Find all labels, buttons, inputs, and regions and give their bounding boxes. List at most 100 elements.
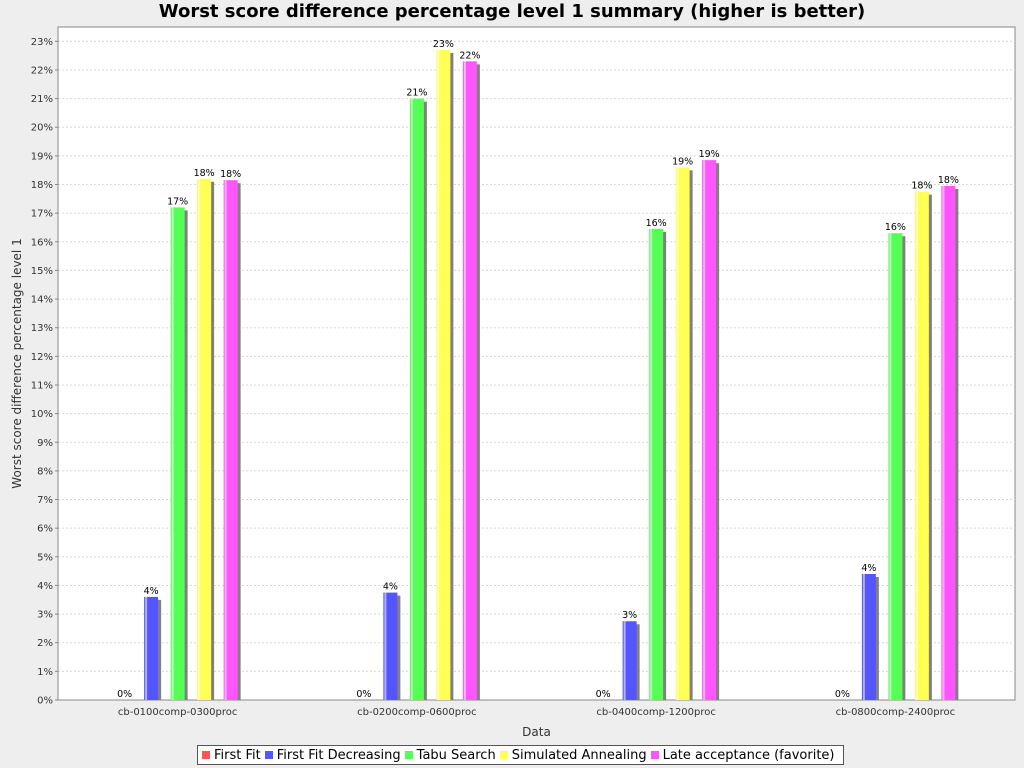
y-tick-label: 11% <box>31 380 53 391</box>
bar <box>409 98 424 700</box>
legend-swatch <box>404 751 413 759</box>
chart-legend: First Fit First Fit Decreasing Tabu Search… <box>197 745 844 765</box>
y-tick-label: 16% <box>31 237 53 248</box>
y-tick-label: 21% <box>31 94 53 105</box>
data-label: 21% <box>406 88 427 99</box>
y-tick-label: 1% <box>37 667 53 678</box>
bar-highlight <box>410 98 413 700</box>
bar <box>675 167 690 701</box>
data-label: 23% <box>433 39 454 50</box>
data-label: 19% <box>672 156 693 167</box>
y-tick-label: 13% <box>31 323 53 334</box>
y-tick-label: 12% <box>31 352 53 363</box>
bar-highlight <box>437 49 440 700</box>
bar <box>383 592 398 700</box>
legend-item: First Fit <box>202 748 261 763</box>
y-tick-label: 3% <box>37 610 53 621</box>
y-tick-label: 23% <box>31 37 53 48</box>
bar <box>702 160 717 700</box>
bar <box>622 621 637 700</box>
data-label: 18% <box>220 169 241 180</box>
x-tick-label: cb-0200comp-0600proc <box>357 707 477 718</box>
bar-highlight <box>198 178 201 701</box>
legend-label: Tabu Search <box>416 747 496 763</box>
legend-item: Late acceptance (favorite) <box>650 747 835 763</box>
x-tick-label: cb-0800comp-2400proc <box>836 707 956 718</box>
bar-highlight <box>145 596 148 700</box>
y-tick-label: 10% <box>31 409 53 420</box>
legend-item: Tabu Search <box>404 747 496 763</box>
y-tick-label: 19% <box>31 151 53 162</box>
plot-area <box>57 26 1016 701</box>
bar <box>223 180 238 700</box>
bar-highlight <box>915 191 918 700</box>
y-tick-label: 17% <box>31 209 53 220</box>
y-tick-label: 14% <box>31 295 53 306</box>
legend-label: Simulated Annealing <box>511 747 647 763</box>
bar-highlight <box>862 573 865 700</box>
legend-swatch <box>499 751 508 759</box>
y-tick-label: 4% <box>37 581 53 592</box>
x-axis-label: Data <box>522 725 551 739</box>
bar <box>170 207 185 701</box>
bar-highlight <box>171 207 174 701</box>
data-label: 18% <box>938 175 959 186</box>
bar-highlight <box>650 228 653 700</box>
y-tick-label: 9% <box>37 438 53 449</box>
legend-item: Simulated Annealing <box>499 747 647 763</box>
legend-label: Late acceptance (favorite) <box>662 747 835 763</box>
x-tick-label: cb-0400comp-1200proc <box>596 707 716 718</box>
y-tick-label: 8% <box>37 466 53 477</box>
bar-highlight <box>463 61 466 700</box>
bar <box>941 185 956 700</box>
y-tick-label: 6% <box>37 524 53 535</box>
y-tick-label: 5% <box>37 552 53 563</box>
bar <box>861 573 876 700</box>
data-label: 4% <box>144 586 159 597</box>
data-label: 4% <box>861 563 876 574</box>
bar-highlight <box>224 180 227 700</box>
y-axis-label: Worst score difference percentage level … <box>10 238 24 488</box>
data-label: 19% <box>699 149 720 160</box>
y-tick-label: 0% <box>37 696 53 707</box>
data-label: 0% <box>835 689 850 700</box>
bar-highlight <box>676 167 679 701</box>
bar <box>888 233 903 700</box>
y-tick-label: 22% <box>31 65 53 76</box>
y-tick-label: 20% <box>31 123 53 134</box>
bar <box>197 178 212 701</box>
data-label: 16% <box>885 222 906 233</box>
bar <box>436 49 451 700</box>
y-tick-label: 18% <box>31 180 53 191</box>
y-tick-label: 7% <box>37 495 53 506</box>
bar <box>914 191 929 700</box>
data-label: 0% <box>356 689 371 700</box>
bar-highlight <box>623 621 626 700</box>
data-label: 0% <box>596 689 611 700</box>
legend-label: First Fit <box>214 747 261 763</box>
y-tick-label: 15% <box>31 266 53 277</box>
legend-swatch <box>650 751 659 759</box>
bar-highlight <box>384 592 387 700</box>
data-label: 0% <box>117 689 132 700</box>
bar-highlight <box>942 185 945 700</box>
legend-swatch <box>264 751 273 759</box>
x-tick-label: cb-0100comp-0300proc <box>118 707 238 718</box>
bar-highlight <box>889 233 892 700</box>
data-label: 3% <box>622 610 637 621</box>
data-label: 17% <box>167 196 188 207</box>
legend-swatch <box>202 751 210 759</box>
data-label: 16% <box>646 218 667 229</box>
bar <box>144 596 159 700</box>
y-tick-label: 2% <box>37 638 53 649</box>
legend-label: First Fit Decreasing <box>276 747 401 763</box>
data-label: 22% <box>459 50 480 61</box>
bar-highlight <box>703 160 706 700</box>
data-label: 18% <box>911 181 932 192</box>
bar <box>649 228 664 700</box>
data-label: 18% <box>194 168 215 179</box>
legend-item: First Fit Decreasing <box>264 747 401 763</box>
chart-title: Worst score difference percentage level … <box>158 1 866 22</box>
data-label: 4% <box>383 582 398 593</box>
